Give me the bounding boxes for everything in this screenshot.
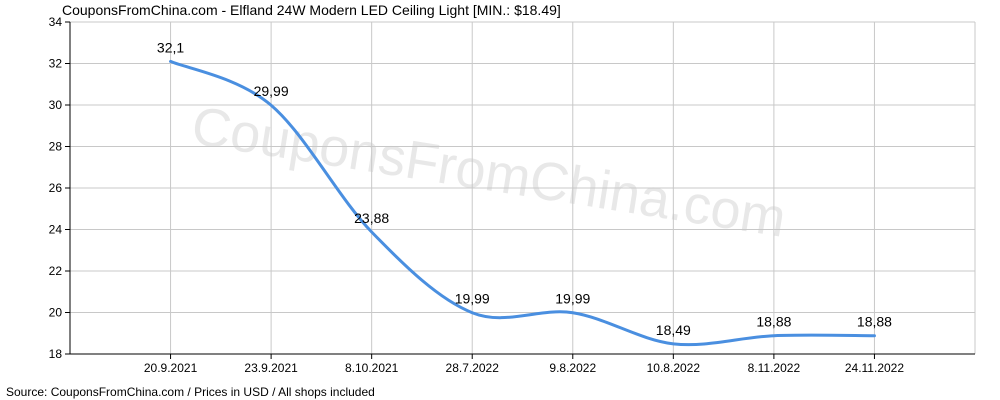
y-tick-label: 32 <box>49 57 63 71</box>
y-tick-label: 30 <box>49 98 63 112</box>
data-labels: 32,1 29,99 23,88 19,99 19,99 18,49 18,88 18,88 <box>157 39 892 337</box>
x-tick-label: 10.8.2022 <box>647 361 701 375</box>
price-data-label: 18,88 <box>756 314 791 330</box>
x-tick-label: 8.10.2021 <box>345 361 399 375</box>
price-data-label: 32,1 <box>157 39 184 55</box>
chart-title: CouponsFromChina.com - Elfland 24W Moder… <box>62 2 561 18</box>
price-data-label: 29,99 <box>254 83 289 99</box>
chart-axes: 18 20 22 24 26 28 30 32 34 20.9.2021 23.9.2021 8.10… <box>49 15 975 375</box>
price-data-label: 19,99 <box>455 291 490 307</box>
x-tick-label: 8.11.2022 <box>748 361 801 375</box>
y-tick-label: 18 <box>49 347 63 361</box>
y-tick-label: 34 <box>49 15 63 29</box>
price-data-label: 23,88 <box>354 210 389 226</box>
grid-lines <box>70 21 976 355</box>
price-line <box>169 59 876 347</box>
x-tick-label: 28.7.2022 <box>446 361 500 375</box>
y-tick-label: 26 <box>49 181 63 195</box>
x-tick-label: 23.9.2021 <box>244 361 298 375</box>
y-tick-label: 22 <box>49 264 63 278</box>
source-note: Source: CouponsFromChina.com / Prices in… <box>6 385 375 399</box>
x-tick-label: 20.9.2021 <box>144 361 198 375</box>
x-tick-label: 24.11.2022 <box>845 361 904 375</box>
y-tick-label: 20 <box>49 306 63 320</box>
price-data-label: 18,49 <box>656 322 691 338</box>
price-data-label: 18,88 <box>857 314 892 330</box>
price-data-label: 19,99 <box>555 291 590 307</box>
x-tick-label: 9.8.2022 <box>549 361 596 375</box>
price-series <box>169 59 876 347</box>
y-tick-label: 24 <box>49 223 63 237</box>
y-tick-label: 28 <box>49 140 63 154</box>
